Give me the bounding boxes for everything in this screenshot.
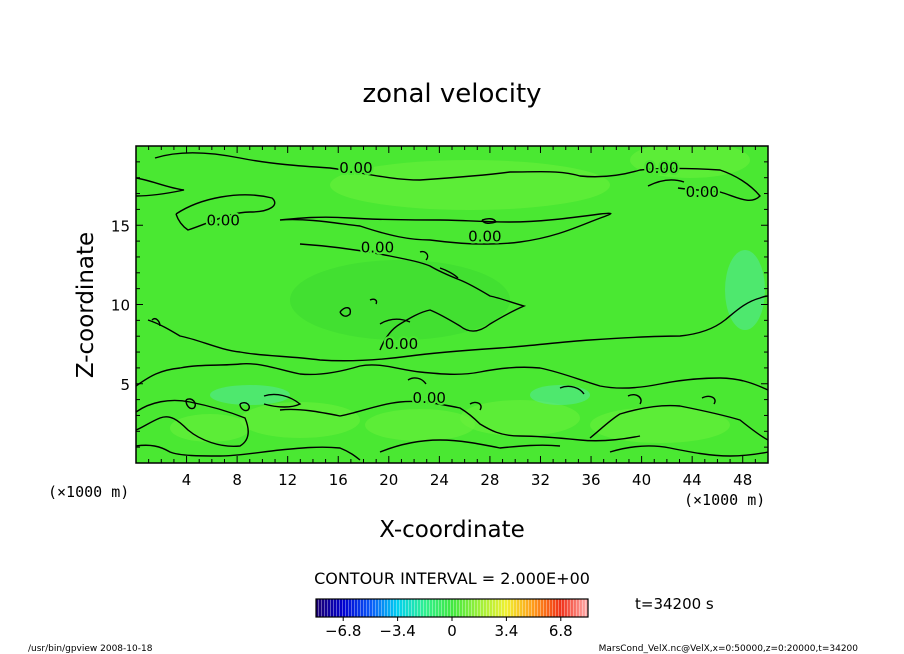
contour-line [407, 377, 427, 385]
contour-label: 0.00 [207, 211, 240, 229]
x-tick-label: 8 [232, 471, 242, 489]
contour-line [439, 267, 459, 279]
colorbar-tick-label: −6.8 [325, 622, 361, 640]
field-shade [170, 414, 250, 442]
x-tick-label: 44 [683, 471, 702, 489]
x-axis-unit-left: (×1000 m) [48, 483, 129, 501]
contour-line [263, 393, 302, 408]
contour-line [481, 217, 497, 225]
contour-line [185, 398, 196, 410]
y-tick-label: 15 [111, 217, 130, 235]
contour-line [136, 444, 361, 461]
contour-label: 0.00 [413, 389, 446, 407]
contour-line [151, 317, 161, 327]
x-tick-label: 40 [632, 471, 651, 489]
contour-label: 0.00 [468, 227, 501, 245]
x-tick-label: 32 [531, 471, 550, 489]
colorbar-tick-label: 3.4 [494, 622, 518, 640]
footer-right: MarsCond_VelX.nc@VelX,x=0:50000,z=0:2000… [599, 644, 859, 654]
x-tick-label: 12 [278, 471, 297, 489]
contour-line [136, 177, 185, 197]
contour-line [339, 307, 352, 317]
contour-line [279, 400, 641, 442]
colorbar-stripes [316, 599, 588, 617]
y-axis-label: Z-coordinate [73, 232, 99, 378]
contour-label: 0.00 [361, 238, 394, 256]
y-tick-label: 5 [120, 376, 130, 394]
colorbar-ticks: −6.8 −3.4 0 3.4 6.8 [325, 617, 573, 640]
x-tick-label: 36 [581, 471, 600, 489]
x-axis-ticks: 4 8 12 16 20 24 28 32 36 40 44 48 [148, 146, 756, 489]
footer-left: /usr/bin/gpview 2008-10-18 [28, 644, 153, 654]
x-tick-label: 4 [182, 471, 192, 489]
contour-line [369, 298, 378, 305]
contour-line [175, 194, 276, 231]
contour-label: 0.00 [645, 159, 678, 177]
field-shade [240, 402, 360, 438]
contour-line [136, 362, 768, 391]
contour-line [589, 404, 768, 441]
contour-line [469, 401, 482, 411]
x-tick-label: 16 [329, 471, 348, 489]
contour-line [419, 250, 429, 261]
y-tick-label: 10 [111, 297, 130, 315]
plot-area: 0.00 0.00 0.00 0.00 0.00 0.00 0.00 0.00 [136, 146, 768, 463]
contour-line [239, 401, 250, 412]
x-axis-label: X-coordinate [379, 517, 525, 543]
x-tick-label: 28 [480, 471, 499, 489]
chart-title: zonal velocity [362, 79, 541, 109]
contour-line [609, 445, 768, 457]
contour-line [279, 212, 612, 245]
velocity-field-shading [170, 146, 765, 443]
contour-line [299, 243, 527, 351]
contour-label: 0.00 [686, 183, 719, 201]
colorbar: −6.8 −3.4 0 3.4 6.8 [315, 598, 589, 640]
y-axis-ticks: 5 10 15 [111, 161, 768, 448]
colorbar-tick-label: 0 [447, 622, 457, 640]
x-tick-label: 20 [379, 471, 398, 489]
x-axis-unit-right: (×1000 m) [684, 491, 765, 509]
contour-line [627, 394, 642, 405]
contour-line [379, 318, 411, 325]
x-tick-label: 48 [733, 471, 752, 489]
field-shade [530, 385, 590, 405]
colorbar-tick-label: 6.8 [549, 622, 573, 640]
contour-label: 0.00 [385, 335, 418, 353]
x-tick-label: 24 [430, 471, 449, 489]
contour-labels: 0.00 0.00 0.00 0.00 0.00 0.00 0.00 0.00 [205, 157, 721, 409]
contour-line [147, 295, 768, 362]
contour-label: 0.00 [339, 159, 372, 177]
contour-line [379, 439, 561, 453]
field-shade [590, 407, 730, 443]
field-shade [210, 385, 290, 405]
field-shade [460, 400, 580, 436]
colorbar-tick-label: −3.4 [379, 622, 415, 640]
contour-lines [136, 152, 768, 461]
contour-line [701, 395, 716, 405]
contour-line [647, 179, 685, 187]
field-shade [330, 160, 610, 210]
field-shade [725, 250, 765, 330]
contour-interval-text: CONTOUR INTERVAL = 2.000E+00 [314, 569, 590, 588]
time-label: t=34200 s [635, 595, 714, 613]
contour-line [154, 152, 761, 201]
field-shade [365, 409, 475, 441]
contour-line [136, 399, 249, 447]
contour-line [559, 385, 585, 395]
field-shade [290, 260, 510, 340]
